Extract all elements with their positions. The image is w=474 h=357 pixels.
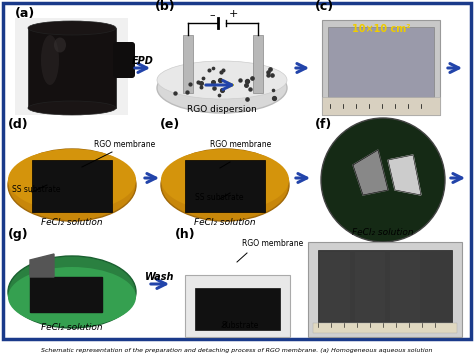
Text: Schematic representation of the preparation and detaching process of RGO membran: Schematic representation of the preparat… [41, 348, 433, 353]
Circle shape [321, 118, 445, 242]
Text: SS substrate: SS substrate [12, 185, 61, 194]
Polygon shape [30, 254, 54, 277]
Text: FeCl₂ solution: FeCl₂ solution [41, 323, 103, 332]
Bar [322, 97, 440, 115]
Bar [195, 288, 280, 330]
Bar [322, 20, 440, 115]
Ellipse shape [41, 35, 59, 85]
Text: FeCl₂ solution: FeCl₂ solution [41, 218, 103, 227]
Bar [328, 27, 434, 97]
Bar [390, 252, 420, 321]
Text: 10×10 cm²: 10×10 cm² [352, 24, 410, 34]
Bar [185, 160, 265, 212]
Ellipse shape [157, 61, 287, 99]
Ellipse shape [54, 37, 66, 52]
Text: –: – [209, 10, 215, 20]
Text: EPD: EPD [132, 56, 154, 66]
Text: Wash: Wash [145, 272, 175, 282]
Text: RGO dispersion: RGO dispersion [187, 105, 257, 114]
Ellipse shape [8, 256, 136, 328]
Bar [320, 252, 350, 321]
Text: (h): (h) [175, 228, 196, 241]
Text: (d): (d) [8, 118, 28, 131]
Bar [318, 250, 452, 323]
Text: FeCl₂ solution: FeCl₂ solution [352, 228, 414, 237]
Bar [28, 28, 116, 108]
Text: +: + [229, 9, 238, 19]
Text: FeCl₂ solution: FeCl₂ solution [194, 218, 256, 227]
FancyBboxPatch shape [183, 35, 193, 93]
Text: (e): (e) [160, 118, 180, 131]
Ellipse shape [28, 101, 116, 115]
Ellipse shape [8, 149, 136, 211]
Polygon shape [353, 150, 388, 195]
FancyBboxPatch shape [253, 35, 263, 93]
FancyBboxPatch shape [3, 3, 471, 339]
Bar [185, 275, 290, 337]
Bar [15, 18, 128, 115]
Bar [313, 323, 457, 333]
Text: (b): (b) [155, 0, 176, 13]
Text: RGO membrane: RGO membrane [242, 239, 303, 248]
Bar [308, 242, 462, 337]
Ellipse shape [8, 149, 136, 221]
Ellipse shape [161, 149, 289, 221]
Polygon shape [30, 277, 102, 312]
Text: (c): (c) [315, 0, 334, 13]
Text: RGO membrane: RGO membrane [94, 140, 155, 149]
Text: RGO membrane: RGO membrane [210, 140, 271, 149]
Bar [355, 252, 385, 321]
Text: Substrate: Substrate [222, 321, 259, 330]
Text: (f): (f) [315, 118, 332, 131]
Ellipse shape [161, 149, 289, 211]
Ellipse shape [157, 63, 287, 113]
FancyBboxPatch shape [113, 42, 135, 78]
Ellipse shape [8, 267, 136, 327]
Ellipse shape [28, 21, 116, 35]
Text: (a): (a) [15, 7, 35, 20]
Bar [32, 160, 112, 212]
Polygon shape [388, 155, 421, 195]
Text: (g): (g) [8, 228, 28, 241]
Text: SS substrate: SS substrate [195, 193, 244, 202]
